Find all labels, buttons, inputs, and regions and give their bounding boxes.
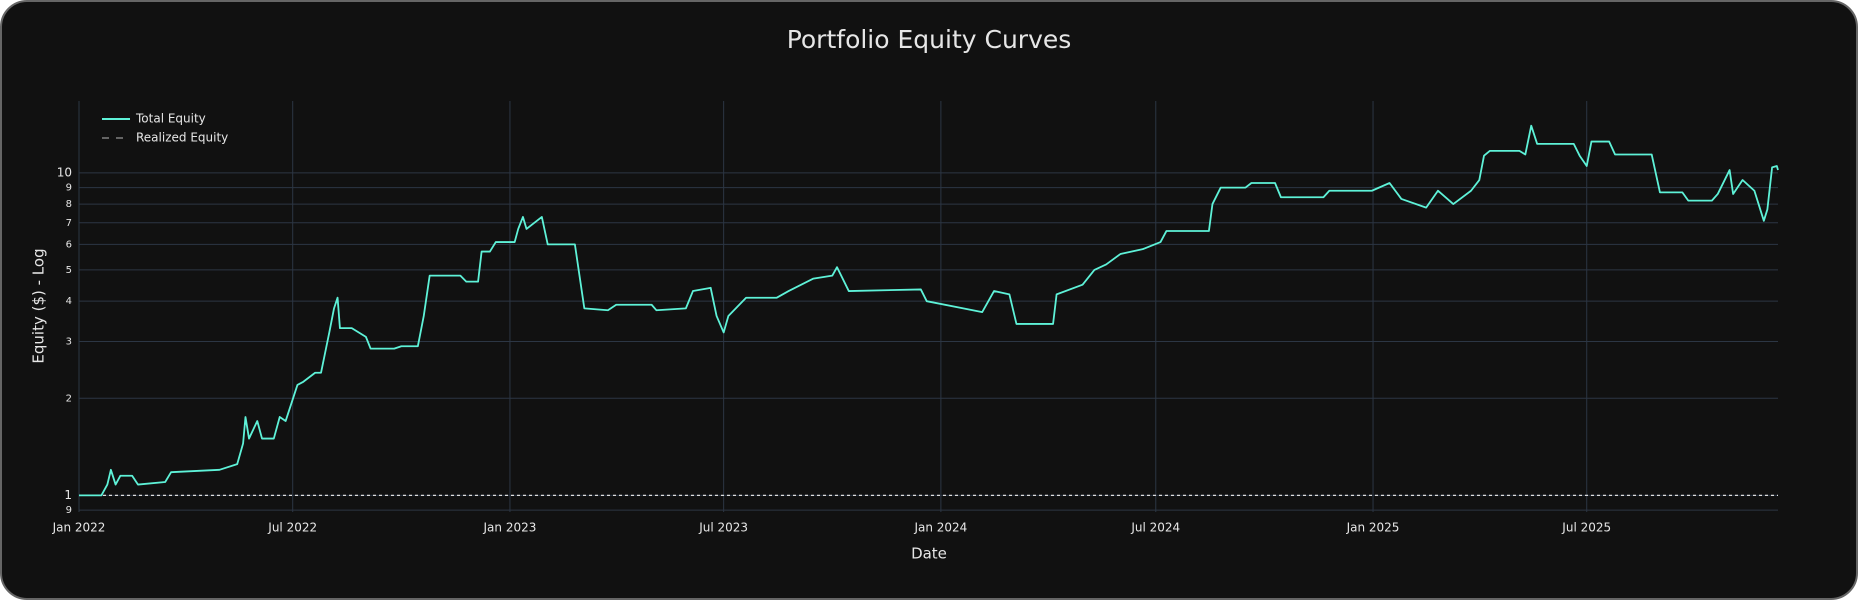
y-tick-label: 1 — [64, 488, 72, 502]
x-tick-label: Jan 2023 — [483, 521, 537, 535]
x-axis-label: Date — [911, 545, 947, 563]
x-tick-label: Jan 2024 — [913, 521, 967, 535]
chart-title: Portfolio Equity Curves — [787, 25, 1072, 54]
y-axis-label: Equity ($) - Log — [30, 248, 48, 363]
y-tick-label: 9 — [66, 505, 72, 516]
x-tick-label: Jul 2024 — [1130, 521, 1180, 535]
legend-label: Total Equity — [135, 112, 206, 126]
x-tick-label: Jan 2025 — [1346, 521, 1400, 535]
x-tick-label: Jan 2022 — [52, 521, 106, 535]
y-tick-label: 7 — [66, 218, 72, 229]
y-tick-label: 2 — [66, 393, 72, 404]
x-tick-label: Jul 2025 — [1561, 521, 1611, 535]
y-tick-label: 9 — [66, 183, 72, 194]
legend-label: Realized Equity — [136, 131, 228, 145]
equity-line — [79, 124, 1779, 497]
y-tick-label: 6 — [66, 239, 72, 250]
y-tick-label: 3 — [66, 336, 72, 347]
y-tick-label: 8 — [66, 199, 72, 210]
y-tick-label: 10 — [57, 165, 72, 179]
x-tick-label: Jul 2023 — [698, 521, 748, 535]
y-tick-label: 4 — [66, 296, 72, 307]
x-tick-label: Jul 2022 — [267, 521, 317, 535]
y-tick-label: 5 — [66, 265, 72, 276]
